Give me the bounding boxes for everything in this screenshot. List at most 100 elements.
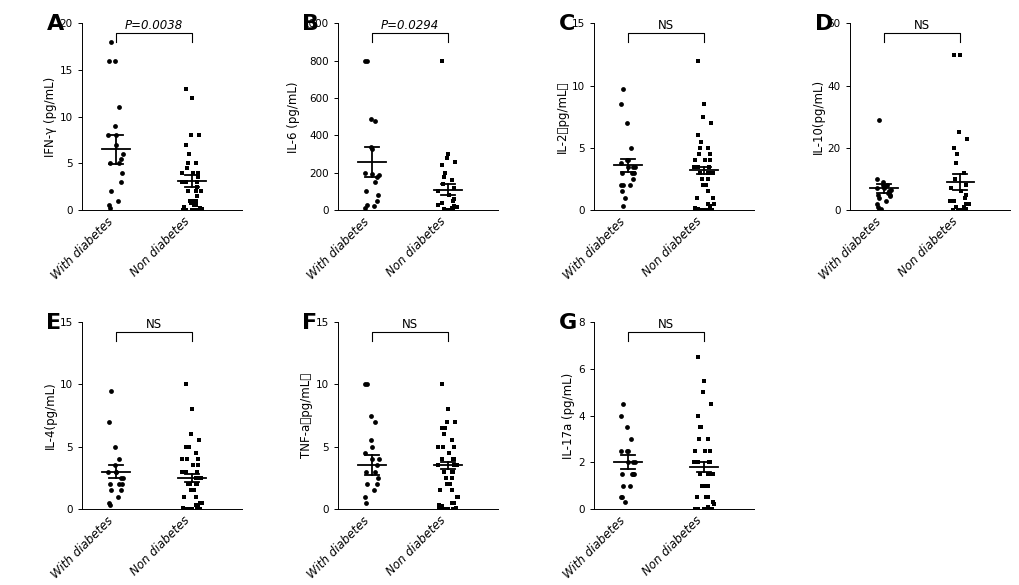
Point	[356, 204, 372, 213]
Point	[956, 193, 972, 202]
Point	[694, 387, 710, 397]
Point	[432, 504, 448, 514]
Point	[620, 162, 636, 171]
Point	[445, 205, 462, 214]
Point	[696, 504, 712, 514]
Point	[177, 504, 194, 514]
Point	[100, 467, 116, 476]
Point	[184, 205, 201, 215]
Point	[177, 205, 194, 215]
Point	[190, 473, 206, 483]
Point	[880, 191, 897, 201]
Point	[946, 50, 962, 59]
Point	[174, 177, 191, 187]
Point	[626, 168, 642, 177]
Point	[181, 479, 198, 488]
Point	[436, 424, 452, 433]
Point	[689, 411, 705, 420]
Point	[174, 168, 191, 177]
Point	[107, 467, 123, 476]
Point	[194, 498, 210, 507]
Point	[612, 99, 629, 109]
Point	[194, 205, 210, 214]
Point	[869, 190, 886, 199]
Point	[189, 177, 205, 187]
Point	[625, 457, 641, 467]
Point	[688, 205, 704, 215]
Point	[443, 498, 460, 507]
Point	[107, 442, 123, 452]
Point	[183, 94, 200, 103]
Point	[438, 417, 454, 426]
Point	[868, 199, 884, 209]
Point	[100, 201, 116, 210]
Point	[698, 481, 714, 490]
Point	[434, 442, 450, 452]
Point	[693, 481, 709, 490]
Point	[100, 56, 116, 66]
Text: NS: NS	[657, 19, 674, 32]
Text: E: E	[46, 313, 61, 333]
Point	[695, 205, 711, 215]
Point	[190, 205, 206, 215]
Point	[113, 154, 129, 163]
Point	[356, 448, 372, 457]
Point	[444, 455, 461, 464]
Point	[445, 461, 462, 470]
Point	[686, 203, 702, 212]
Point	[189, 504, 205, 514]
Text: B: B	[303, 14, 319, 34]
Point	[445, 455, 462, 464]
Point	[696, 205, 712, 215]
Point	[114, 149, 130, 159]
Point	[690, 56, 706, 66]
Point	[106, 461, 122, 470]
Point	[363, 442, 379, 452]
Point	[187, 159, 204, 168]
Point	[703, 504, 719, 514]
Point	[189, 467, 205, 476]
Point	[880, 187, 897, 196]
Point	[107, 140, 123, 150]
Point	[619, 446, 635, 455]
Point	[699, 205, 715, 215]
Point	[960, 199, 976, 209]
Point	[103, 187, 119, 196]
Point	[367, 177, 383, 187]
Point	[179, 159, 196, 168]
Point	[190, 182, 206, 191]
Point	[686, 156, 702, 165]
Point	[445, 442, 462, 452]
Point	[102, 479, 118, 488]
Point	[447, 503, 464, 512]
Point	[441, 479, 458, 488]
Point	[103, 386, 119, 395]
Point	[955, 205, 971, 215]
Point	[957, 204, 973, 214]
Point	[611, 446, 628, 455]
Point	[183, 504, 200, 514]
Point	[436, 504, 452, 514]
Point	[702, 399, 718, 408]
Point	[686, 457, 702, 467]
Point	[192, 205, 208, 215]
Point	[626, 457, 642, 467]
Point	[359, 56, 375, 66]
Point	[356, 492, 372, 501]
Point	[686, 504, 702, 514]
Point	[182, 486, 199, 495]
Point	[183, 405, 200, 414]
Point	[613, 493, 630, 502]
Point	[623, 143, 639, 153]
Point	[438, 479, 454, 488]
Point	[612, 411, 629, 420]
Point	[187, 448, 204, 457]
Point	[449, 492, 466, 501]
Point	[435, 429, 451, 439]
Point	[438, 153, 454, 163]
Point	[625, 469, 641, 479]
Point	[193, 204, 209, 213]
Point	[700, 205, 716, 215]
Point	[111, 159, 127, 168]
Y-axis label: IL-4(pg/mL): IL-4(pg/mL)	[44, 381, 56, 449]
